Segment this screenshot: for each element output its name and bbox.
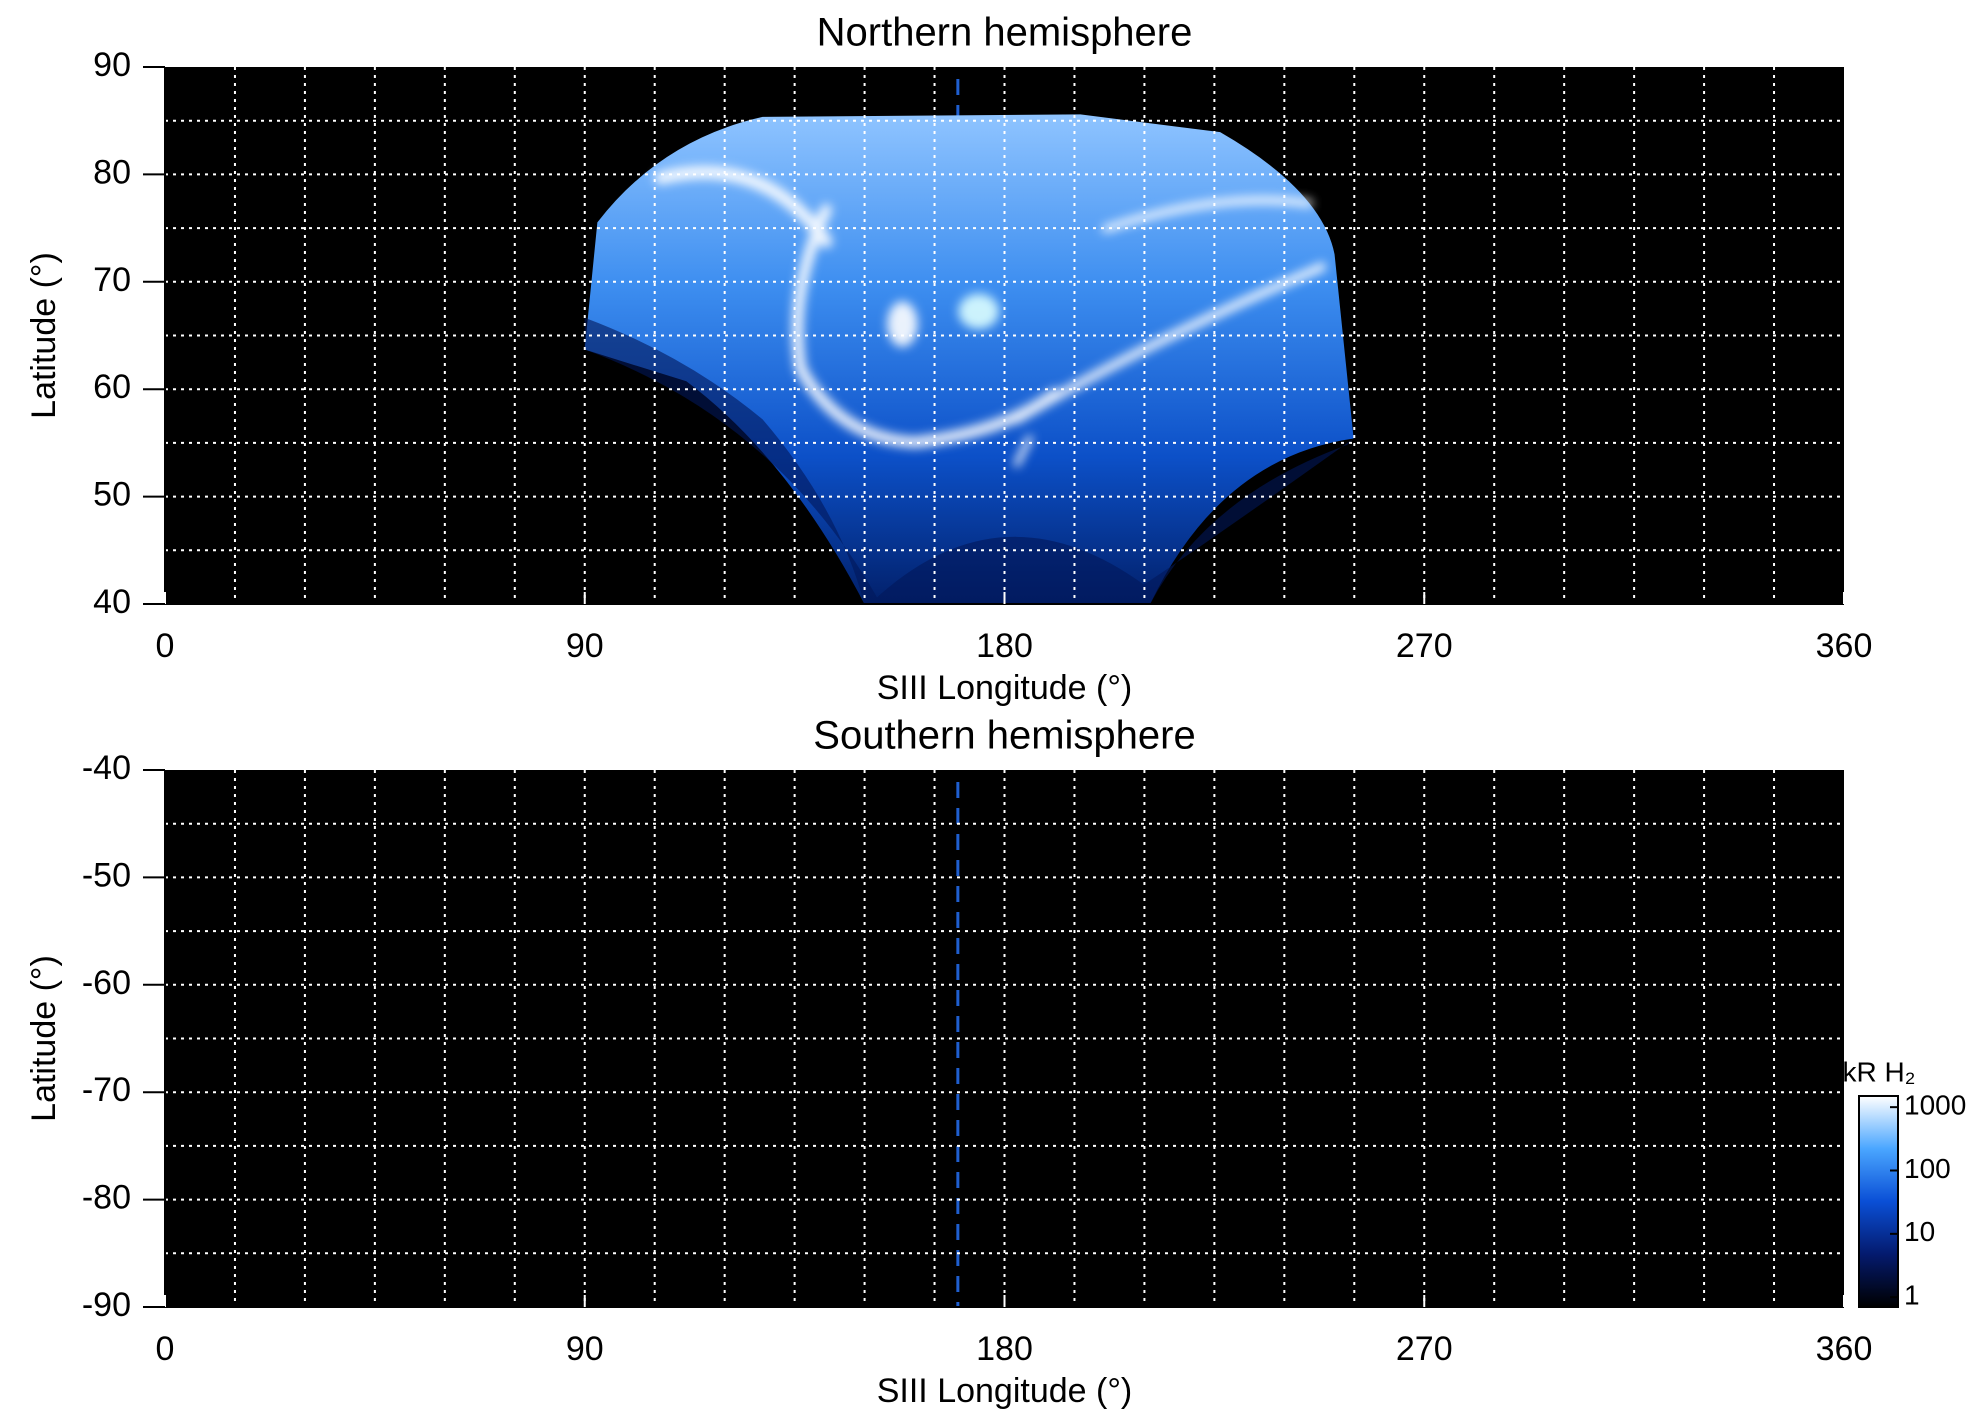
x-axis-label: SIII Longitude (°) — [877, 669, 1133, 707]
y-axis-label: Latitude (°) — [25, 252, 63, 419]
y-tick-label: -90 — [82, 1286, 131, 1324]
colorbar-label: kR H₂ — [1842, 1056, 1915, 1087]
aurora-image — [584, 114, 1354, 604]
y-tick-label: 70 — [93, 261, 131, 299]
y-tick-label: 80 — [93, 153, 131, 191]
y-tick-label: -40 — [82, 749, 131, 787]
y-tick-label: 60 — [93, 368, 131, 406]
x-tick-label: 90 — [566, 1330, 604, 1368]
colorbar-tick-label: 1000 — [1904, 1090, 1966, 1121]
y-tick-label: -50 — [82, 856, 131, 894]
colorbar-tick-label: 100 — [1904, 1153, 1951, 1184]
x-tick-label: 0 — [156, 1330, 175, 1368]
aurora-arc — [1013, 435, 1033, 468]
y-tick-label: 40 — [93, 583, 131, 621]
y-tick-label: -70 — [82, 1071, 131, 1109]
x-tick-label: 270 — [1396, 627, 1453, 665]
aurora-dark-edge — [584, 317, 1354, 604]
colorbar-tick-label: 1 — [1904, 1280, 1920, 1311]
aurora-oval — [791, 203, 1061, 449]
x-tick-label: 180 — [976, 627, 1033, 665]
y-tick-label: 50 — [93, 476, 131, 514]
y-tick-label: -60 — [82, 964, 131, 1002]
x-tick-label: 360 — [1816, 1330, 1873, 1368]
x-axis-label: SIII Longitude (°) — [877, 1372, 1133, 1410]
aurora-spot — [958, 293, 1000, 330]
colorbar-tick-label: 10 — [1904, 1216, 1935, 1247]
colorbar — [1858, 1095, 1899, 1308]
aurora-arc — [1012, 262, 1327, 424]
y-tick-label: -80 — [82, 1179, 131, 1217]
x-tick-label: 180 — [976, 1330, 1033, 1368]
aurora-spot — [887, 301, 918, 347]
aurora-fan — [584, 114, 1354, 604]
x-tick-label: 270 — [1396, 1330, 1453, 1368]
x-tick-label: 360 — [1816, 627, 1873, 665]
chart-title: Northern hemisphere — [817, 11, 1193, 55]
x-tick-label: 90 — [566, 627, 604, 665]
y-axis-label: Latitude (°) — [25, 955, 63, 1122]
x-tick-label: 0 — [156, 627, 175, 665]
chart-title: Southern hemisphere — [813, 714, 1195, 758]
y-tick-label: 90 — [93, 46, 131, 84]
